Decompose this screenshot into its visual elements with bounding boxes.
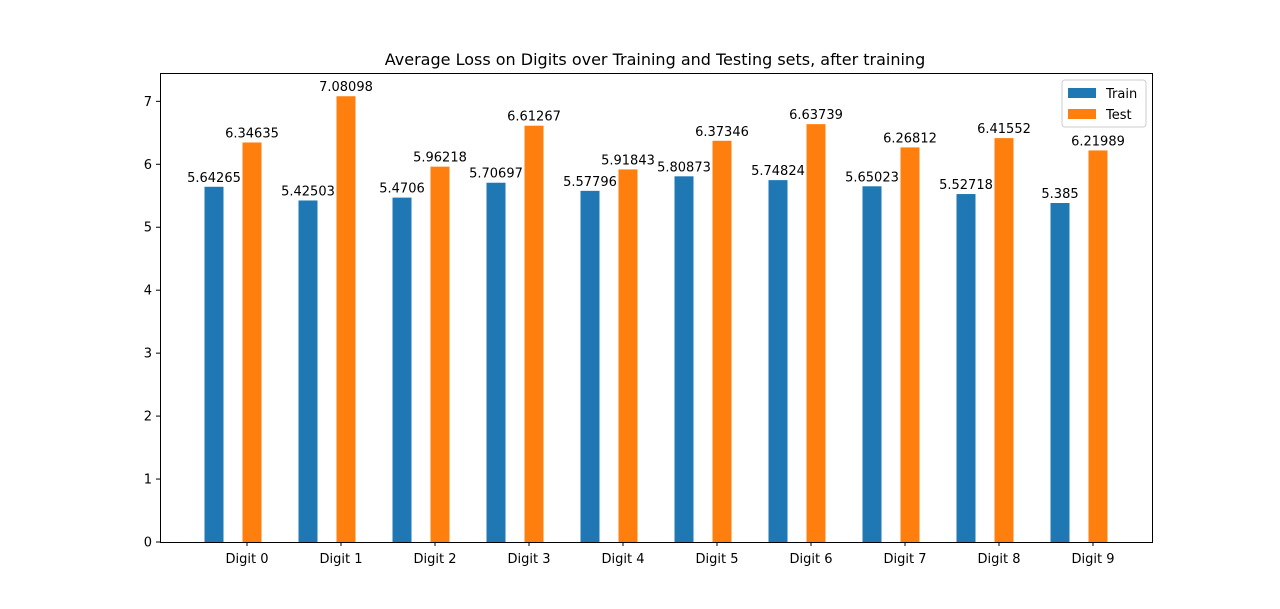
y-tick-label-3: 3 bbox=[144, 347, 152, 362]
bar-train-5 bbox=[674, 176, 694, 542]
data-label-train-4: 5.57796 bbox=[563, 175, 617, 190]
x-tick-label-3: Digit 3 bbox=[508, 552, 551, 567]
data-label-train-0: 5.64265 bbox=[187, 171, 241, 186]
bar-test-9 bbox=[1088, 150, 1108, 542]
data-label-test-7: 6.26812 bbox=[883, 131, 937, 146]
bar-train-1 bbox=[298, 200, 318, 543]
x-tick-label-9: Digit 9 bbox=[1072, 552, 1115, 567]
x-tick-label-4: Digit 4 bbox=[602, 552, 645, 567]
x-tick-label-7: Digit 7 bbox=[884, 552, 927, 567]
y-tick-label-0: 0 bbox=[144, 536, 152, 551]
bar-train-8 bbox=[956, 194, 976, 543]
data-label-train-7: 5.65023 bbox=[845, 170, 899, 185]
data-label-train-2: 5.4706 bbox=[379, 182, 425, 197]
x-tick-label-8: Digit 8 bbox=[978, 552, 1021, 567]
data-label-test-4: 5.91843 bbox=[601, 153, 655, 168]
bar-test-5 bbox=[712, 140, 732, 542]
data-label-test-6: 6.63739 bbox=[789, 108, 843, 123]
data-label-test-5: 6.37346 bbox=[695, 125, 749, 140]
x-tick-label-2: Digit 2 bbox=[414, 552, 457, 567]
data-label-test-3: 6.61267 bbox=[507, 110, 561, 125]
plot-area: 5.64265 5.42503 5.4706 5.70697 5.57796 5.8087… bbox=[144, 73, 1153, 567]
y-tick-label-5: 5 bbox=[144, 221, 152, 236]
legend-label-train: Train bbox=[1105, 87, 1137, 102]
y-tick-label-4: 4 bbox=[144, 284, 152, 299]
data-label-train-5: 5.80873 bbox=[657, 160, 711, 175]
y-tick-label-7: 7 bbox=[144, 95, 152, 110]
data-label-test-1: 7.08098 bbox=[319, 80, 373, 95]
data-label-test-0: 6.34635 bbox=[225, 126, 279, 141]
data-label-train-9: 5.385 bbox=[1041, 187, 1078, 202]
bar-train-4 bbox=[580, 190, 600, 542]
bar-train-2 bbox=[392, 197, 412, 543]
data-label-test-2: 5.96218 bbox=[413, 151, 467, 166]
bar-train-3 bbox=[486, 182, 506, 543]
bar-test-0 bbox=[242, 142, 262, 543]
data-label-train-8: 5.52718 bbox=[939, 178, 993, 193]
bar-train-0 bbox=[204, 186, 224, 542]
y-tick-label-6: 6 bbox=[144, 158, 152, 173]
data-label-test-8: 6.41552 bbox=[977, 122, 1031, 137]
legend-label-test: Test bbox=[1105, 108, 1132, 123]
x-tick-label-5: Digit 5 bbox=[696, 552, 739, 567]
legend: Train Test bbox=[1061, 79, 1147, 128]
bar-test-7 bbox=[900, 147, 920, 542]
bar-test-1 bbox=[336, 96, 356, 542]
y-tick-label-2: 2 bbox=[144, 410, 152, 425]
chart-title: Average Loss on Digits over Training and… bbox=[385, 50, 925, 69]
data-label-train-1: 5.42503 bbox=[281, 184, 335, 199]
bar-test-4 bbox=[618, 169, 638, 543]
x-tick-label-1: Digit 1 bbox=[320, 552, 363, 567]
bar-train-7 bbox=[862, 186, 882, 543]
bar-test-8 bbox=[994, 138, 1014, 542]
bar-test-3 bbox=[524, 125, 544, 543]
axes-frame bbox=[160, 73, 1153, 543]
data-label-test-9: 6.21989 bbox=[1071, 134, 1125, 149]
bar-test-6 bbox=[806, 124, 826, 542]
data-label-train-6: 5.74824 bbox=[751, 164, 805, 179]
y-tick-label-1: 1 bbox=[144, 473, 152, 488]
bar-test-2 bbox=[430, 166, 450, 542]
x-tick-label-0: Digit 0 bbox=[226, 552, 269, 567]
data-label-train-3: 5.70697 bbox=[469, 167, 523, 182]
legend-swatch-train bbox=[1068, 88, 1096, 98]
bar-train-6 bbox=[768, 180, 788, 542]
x-tick-label-6: Digit 6 bbox=[790, 552, 833, 567]
bar-train-9 bbox=[1050, 203, 1070, 542]
legend-swatch-test bbox=[1068, 109, 1096, 119]
